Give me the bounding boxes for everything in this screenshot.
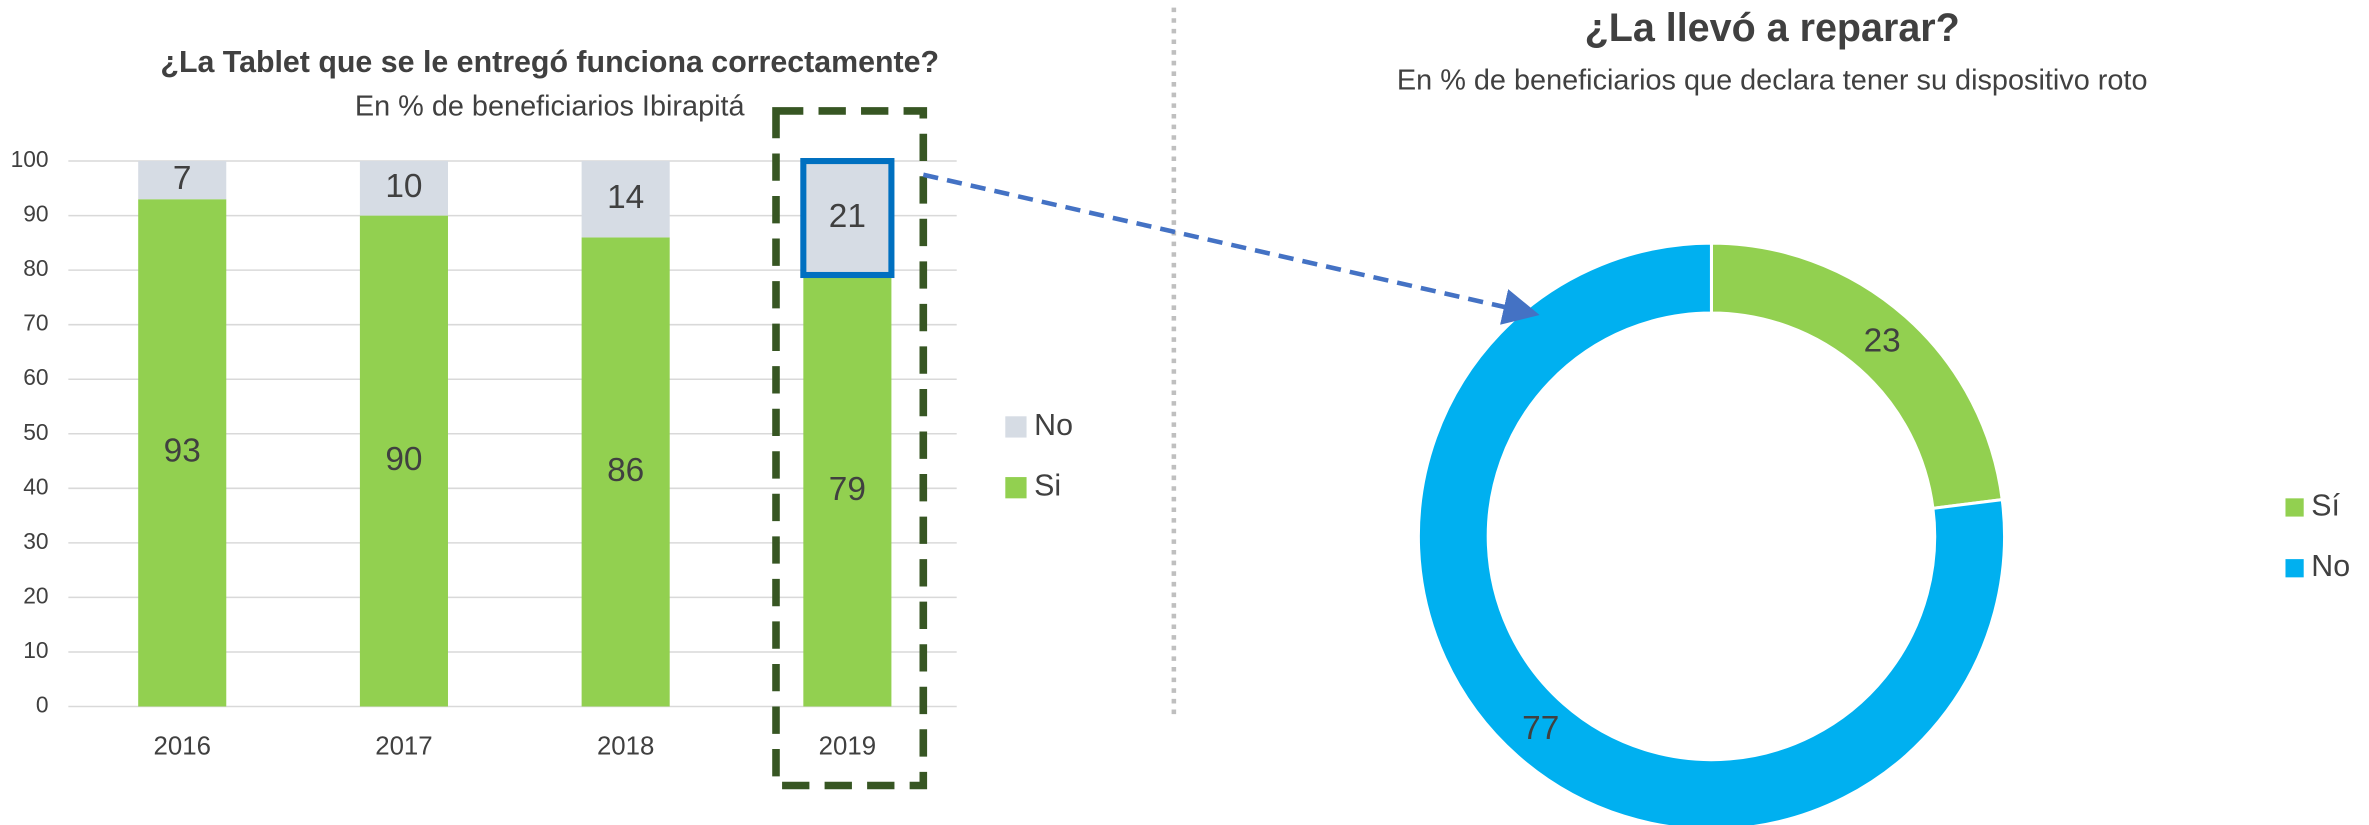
legend-label: No bbox=[2311, 550, 2350, 583]
bar-segment bbox=[138, 161, 227, 200]
y-tick-label: 10 bbox=[23, 637, 48, 663]
bar-segment bbox=[803, 275, 892, 707]
data-label: 14 bbox=[607, 179, 644, 216]
data-label: 86 bbox=[607, 452, 644, 489]
marks: 0 10 20 30 40 50 60 70 80 90 100 2016 93 7 2017 90 10 201… bbox=[11, 146, 2350, 825]
chart-title: ¿La llevó a reparar? bbox=[1585, 6, 1960, 50]
arrow bbox=[922, 172, 1540, 325]
chart-title: ¿La Tablet que se le entregó funciona co… bbox=[160, 46, 939, 79]
legend-swatch bbox=[2285, 498, 2304, 517]
highlight-box bbox=[800, 158, 895, 279]
data-label: 21 bbox=[829, 198, 866, 235]
y-tick-label: 100 bbox=[11, 146, 49, 172]
data-label: 79 bbox=[829, 471, 866, 508]
legend-label: Sí bbox=[2311, 489, 2340, 522]
y-tick-label: 30 bbox=[23, 528, 48, 554]
y-tick-label: 60 bbox=[23, 364, 48, 390]
data-label: 77 bbox=[1522, 710, 1559, 747]
legend-swatch bbox=[1005, 416, 1027, 438]
chart-subtitle: En % de beneficiarios que declara tener … bbox=[1397, 65, 2148, 97]
legend-swatch bbox=[1005, 477, 1027, 499]
data-label: 90 bbox=[385, 441, 422, 478]
bar-segment bbox=[581, 237, 670, 707]
y-tick-label: 80 bbox=[23, 255, 48, 281]
x-tick-label: 2016 bbox=[154, 732, 211, 760]
data-label: 7 bbox=[173, 160, 192, 197]
y-tick-label: 0 bbox=[36, 692, 49, 718]
y-tick-label: 70 bbox=[23, 310, 48, 336]
data-label: 93 bbox=[164, 433, 201, 470]
legend-label: No bbox=[1034, 409, 1073, 442]
y-tick-label: 40 bbox=[23, 473, 48, 499]
x-tick-label: 2018 bbox=[597, 732, 654, 760]
data-label: 10 bbox=[385, 168, 422, 205]
data-label: 23 bbox=[1864, 322, 1901, 359]
chart-subtitle: En % de beneficiarios Ibirapitá bbox=[355, 90, 746, 122]
y-tick-label: 20 bbox=[23, 582, 48, 608]
bar-segment bbox=[138, 199, 227, 707]
bar-segment bbox=[581, 161, 670, 238]
bar-segment bbox=[359, 161, 448, 216]
donut-slice bbox=[1416, 241, 2007, 825]
bar-segment bbox=[803, 161, 892, 276]
y-tick-label: 50 bbox=[23, 419, 48, 445]
legend-label: Si bbox=[1034, 470, 1061, 503]
bar-segment bbox=[359, 215, 448, 707]
x-tick-label: 2019 bbox=[819, 732, 876, 760]
highlight-frame bbox=[772, 107, 928, 790]
y-tick-label: 90 bbox=[23, 201, 48, 227]
legend-swatch bbox=[2285, 559, 2304, 578]
x-tick-label: 2017 bbox=[375, 732, 432, 760]
donut-slice bbox=[1709, 241, 2004, 511]
